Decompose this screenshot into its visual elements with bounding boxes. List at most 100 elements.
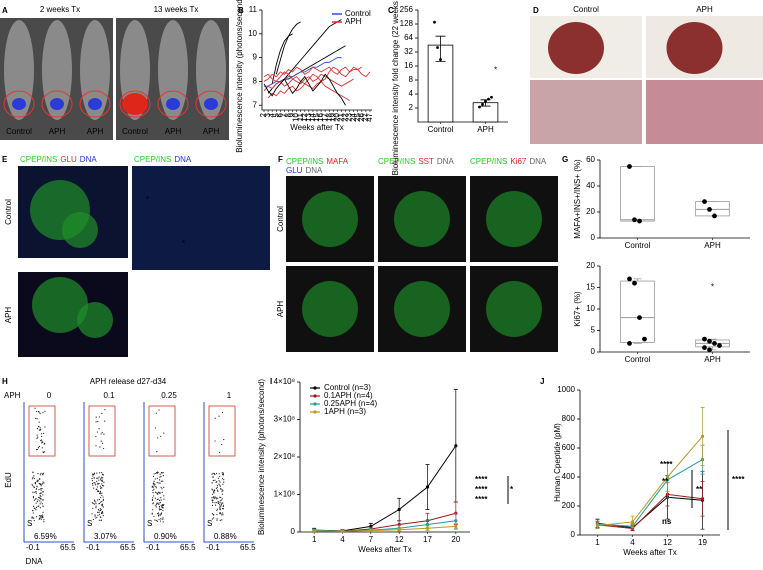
event (36, 485, 38, 487)
event (218, 415, 220, 417)
event (155, 506, 157, 508)
event (158, 409, 160, 411)
signal (204, 98, 218, 110)
event (158, 509, 161, 511)
event (215, 472, 218, 475)
event (95, 435, 97, 438)
event (157, 437, 159, 439)
event (42, 412, 44, 414)
event (211, 493, 214, 495)
x-tick-label: 47 (365, 112, 374, 121)
event (160, 480, 162, 482)
event (158, 518, 160, 521)
data-point (707, 207, 712, 212)
annotation: ** (696, 485, 703, 494)
event (94, 515, 96, 517)
event (214, 479, 216, 481)
group-label: APH (4, 391, 21, 400)
event (220, 504, 222, 506)
axis-label: EdU (4, 472, 13, 488)
data-point (642, 336, 647, 342)
event (95, 501, 97, 503)
event (93, 487, 95, 489)
event (100, 479, 102, 481)
x-tick-label: APH (704, 355, 721, 364)
event (101, 432, 103, 434)
event (218, 473, 220, 475)
event (152, 503, 154, 505)
data-line (314, 512, 456, 532)
event (155, 485, 157, 488)
event (32, 471, 34, 474)
y-tick-label: 8 (409, 75, 414, 84)
event (155, 504, 157, 506)
event (221, 519, 223, 521)
event (98, 479, 100, 481)
organ (548, 22, 604, 74)
event (95, 505, 97, 507)
event (38, 488, 40, 491)
event (219, 496, 221, 498)
event (35, 492, 37, 494)
event (98, 498, 100, 501)
event (217, 477, 220, 479)
panel-letter: H (2, 377, 8, 386)
stain-label: CPEP/INS GLU DNA (20, 155, 97, 164)
y-tick-label: 0 (591, 233, 596, 242)
event (215, 498, 217, 500)
legend-label: 0.25APH (n=4) (324, 399, 377, 408)
event (221, 514, 223, 516)
y-tick-label: 32 (404, 47, 413, 56)
event (101, 500, 103, 503)
y-tick-label: 2 (409, 103, 414, 112)
event (34, 498, 37, 500)
x-tick-label: Control (625, 355, 651, 364)
event (41, 491, 44, 493)
event (101, 479, 103, 481)
event (222, 490, 224, 492)
event (211, 482, 213, 484)
event (151, 512, 153, 514)
panel-letter: F (278, 155, 283, 164)
event (35, 488, 37, 490)
event (156, 471, 159, 473)
mouse (120, 20, 150, 120)
event (42, 499, 44, 501)
y-tick-label: 64 (404, 33, 413, 42)
data-line (597, 459, 703, 527)
event (31, 478, 34, 480)
event (95, 507, 97, 509)
x-tick-label: 65.5 (240, 543, 256, 552)
micrograph (132, 166, 270, 270)
event (98, 476, 100, 478)
event (217, 497, 219, 499)
data-point (627, 341, 632, 346)
event (158, 506, 160, 508)
event (152, 509, 154, 511)
row-label: APH (276, 301, 285, 318)
y-tick-label: 10 (248, 29, 257, 38)
event (163, 503, 165, 506)
stain-name: GLU (286, 166, 303, 175)
event (212, 501, 214, 504)
event (221, 493, 224, 495)
event (37, 410, 40, 413)
event (223, 481, 225, 483)
event (39, 517, 41, 519)
event (40, 518, 42, 520)
event (97, 421, 99, 423)
legend-marker (313, 386, 317, 390)
y-tick-label: 16 (404, 61, 413, 70)
event (154, 491, 157, 493)
event (37, 499, 39, 501)
event (99, 487, 102, 489)
y-tick-label: 200 (562, 501, 576, 510)
islet (32, 277, 88, 333)
event (218, 480, 220, 482)
event (97, 477, 99, 479)
event (33, 486, 35, 489)
event (163, 498, 165, 500)
event (40, 472, 42, 474)
legend-marker (313, 410, 317, 414)
x-tick-label: 13 (304, 112, 313, 121)
